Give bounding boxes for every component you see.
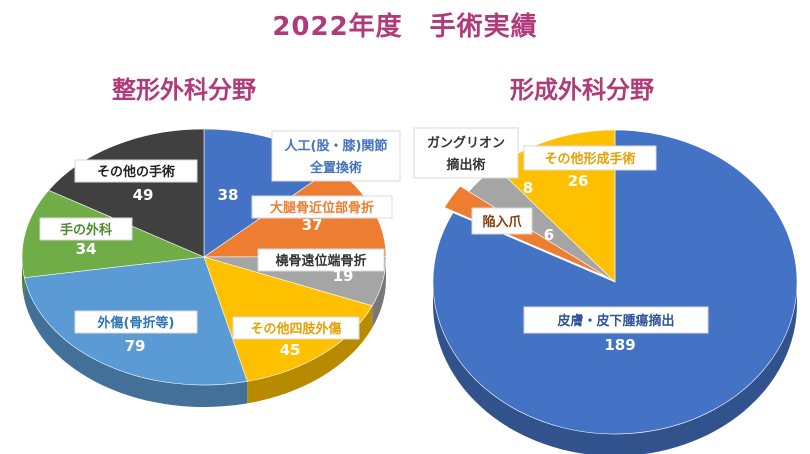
slice-label-text: その他四肢外傷	[250, 321, 341, 337]
slice-label-text: 摘出術	[446, 157, 485, 173]
slice-label-text: 大腿骨近位部骨折	[270, 200, 374, 216]
slice-label-text: 人工(股・膝)関節	[285, 138, 388, 154]
slice-value: 19	[333, 267, 354, 285]
slice-value: 45	[280, 341, 301, 359]
slice-label: 陥入爪	[471, 207, 533, 235]
slice-value: 37	[302, 216, 323, 234]
slice-label-text: ガングリオン	[427, 135, 505, 151]
slice-value: 6	[544, 226, 554, 244]
slice-label: 大腿骨近位部骨折	[251, 195, 393, 219]
slice-value: 38	[218, 186, 239, 204]
slice-label: その他形成手術	[523, 145, 657, 171]
slice-label-text: 全置換術	[309, 160, 362, 176]
slice-label: 手の外科	[39, 217, 133, 241]
slice-value: 79	[125, 337, 146, 355]
slice-value: 26	[568, 172, 589, 190]
slice-label-text: 皮膚・皮下腫瘍摘出	[556, 313, 674, 329]
slice-label: その他四肢外傷	[232, 316, 360, 340]
slice-label-text: その他形成手術	[544, 151, 635, 167]
slice-label: 外傷(骨折等)	[74, 310, 198, 334]
chart-title-orthopedics: 整形外科分野	[112, 76, 256, 104]
slice-value: 34	[76, 240, 97, 258]
slice-value: 189	[604, 336, 635, 354]
pie-slice-side	[24, 277, 248, 408]
slice-label-text: 外傷(骨折等)	[97, 315, 175, 331]
pie-slice-side	[247, 305, 373, 404]
slice-label: 皮膚・皮下腫瘍摘出	[523, 306, 709, 334]
slice-label: その他の手術	[74, 159, 198, 183]
chart-title-plastic-surgery: 形成外科分野	[510, 76, 654, 104]
slice-label-text: 手の外科	[60, 222, 112, 238]
page-title: 2022年度 手術実績	[272, 12, 538, 42]
slice-value: 8	[523, 179, 533, 197]
slice-value: 49	[133, 186, 154, 204]
slice-label-text: 陥入爪	[482, 214, 522, 230]
slice-label-text: 橈骨遠位端骨折	[275, 253, 366, 269]
slice-label: 橈骨遠位端骨折	[257, 248, 385, 272]
slice-label-text: その他の手術	[97, 164, 175, 180]
